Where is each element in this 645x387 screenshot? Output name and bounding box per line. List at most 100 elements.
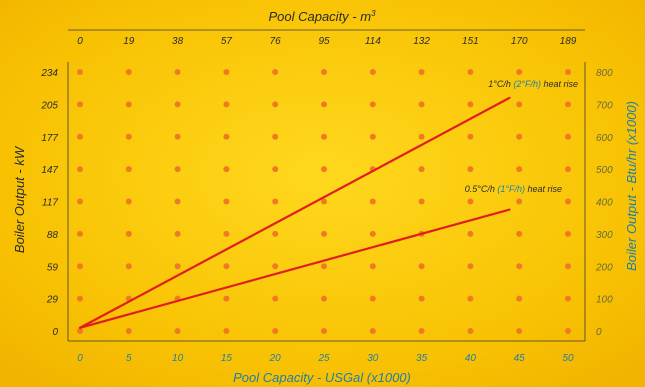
right-tick-label: 300 — [596, 230, 613, 241]
grid-dot — [125, 263, 132, 270]
grid-dot — [516, 166, 523, 173]
grid-dot — [77, 101, 83, 108]
bottom-axis-title: Pool Capacity - USGal (x1000) — [233, 370, 411, 385]
left-axis-title: Boiler Output - kW — [12, 145, 27, 253]
grid-dot — [223, 328, 230, 334]
right-tick-label: 700 — [596, 100, 613, 111]
grid-dot — [467, 295, 474, 302]
top-axis-title: Pool Capacity - m3 — [268, 9, 376, 24]
grid-dot — [223, 69, 230, 75]
grid-dot — [272, 230, 279, 237]
grid-dot — [125, 230, 132, 237]
left-tick-label: 29 — [46, 295, 59, 306]
grid-dot — [321, 230, 327, 237]
top-tick-label: 0 — [77, 36, 83, 47]
dot-grid — [77, 69, 571, 334]
top-tick-label: 132 — [413, 36, 430, 47]
grid-dot — [467, 198, 474, 205]
grid-dot — [467, 101, 474, 108]
grid-dot — [174, 198, 181, 205]
grid-dot — [516, 230, 523, 237]
grid-dot — [369, 328, 376, 334]
grid-dot — [272, 69, 279, 75]
grid-dot — [223, 101, 230, 108]
grid-dot — [272, 295, 279, 302]
grid-dot — [321, 101, 327, 108]
grid-dot — [565, 230, 571, 237]
bottom-tick-label: 30 — [367, 353, 379, 364]
series-1-annotation: 1°C/h (2°F/h) heat rise — [488, 79, 578, 89]
grid-dot — [223, 230, 230, 237]
grid-dot — [369, 101, 376, 108]
left-tick-label: 88 — [47, 230, 59, 241]
grid-dot — [77, 328, 83, 334]
left-tick-labels: 0 29 59 88 117 147 177 205 234 — [40, 68, 58, 338]
bottom-tick-labels: 0 5 10 15 20 25 30 35 40 45 50 — [77, 353, 574, 364]
grid-dot — [467, 69, 474, 75]
grid-dot — [516, 328, 523, 334]
right-tick-label: 100 — [596, 295, 613, 306]
top-tick-labels: 0 19 38 57 76 95 114 132 151 170 189 — [77, 36, 577, 47]
grid-dot — [174, 166, 181, 173]
grid-dot — [77, 69, 83, 75]
bottom-tick-label: 15 — [221, 353, 233, 364]
grid-dot — [321, 263, 327, 270]
right-axis-title: Boiler Output - Btu/hr (x1000) — [624, 101, 639, 271]
series-line-2 — [78, 208, 511, 329]
grid-dot — [369, 230, 376, 237]
top-tick-label: 38 — [172, 36, 184, 47]
grid-dot — [516, 295, 523, 302]
grid-dot — [516, 198, 523, 205]
grid-dot — [77, 263, 83, 270]
grid-dot — [467, 328, 474, 334]
left-tick-label: 234 — [40, 68, 58, 79]
grid-dot — [174, 133, 181, 140]
grid-dot — [565, 166, 571, 173]
left-tick-label: 205 — [40, 100, 58, 111]
grid-dot — [418, 133, 425, 140]
top-tick-label: 189 — [560, 36, 577, 47]
left-tick-label: 59 — [47, 262, 59, 273]
right-tick-label: 800 — [596, 68, 613, 79]
grid-dot — [467, 133, 474, 140]
grid-dot — [418, 198, 425, 205]
grid-dot — [174, 69, 181, 75]
left-tick-label: 0 — [52, 327, 58, 338]
right-tick-label: 600 — [596, 133, 613, 144]
grid-dot — [223, 166, 230, 173]
grid-dot — [125, 101, 132, 108]
grid-dot — [516, 101, 523, 108]
grid-dot — [321, 295, 327, 302]
left-tick-label: 147 — [41, 165, 58, 176]
top-tick-label: 19 — [123, 36, 135, 47]
grid-dot — [321, 69, 327, 75]
series-line-1 — [78, 96, 511, 329]
bottom-tick-label: 20 — [269, 353, 282, 364]
series-lines — [78, 96, 511, 329]
grid-dot — [77, 198, 83, 205]
grid-dot — [174, 328, 181, 334]
top-tick-label: 151 — [462, 36, 479, 47]
grid-dot — [174, 263, 181, 270]
right-tick-label: 0 — [596, 327, 602, 338]
grid-dot — [125, 69, 132, 75]
grid-dot — [174, 101, 181, 108]
bottom-tick-label: 10 — [172, 353, 184, 364]
grid-dot — [418, 328, 425, 334]
grid-dot — [223, 133, 230, 140]
grid-dot — [565, 295, 571, 302]
top-tick-label: 76 — [270, 36, 282, 47]
grid-dot — [125, 133, 132, 140]
grid-dot — [565, 133, 571, 140]
superscript-3: 3 — [371, 9, 376, 18]
grid-dot — [369, 133, 376, 140]
bottom-tick-label: 45 — [514, 353, 526, 364]
grid-dot — [565, 263, 571, 270]
grid-dot — [77, 230, 83, 237]
grid-dot — [418, 69, 425, 75]
grid-dot — [516, 69, 523, 75]
right-tick-labels: 0 100 200 300 400 500 600 700 800 — [595, 68, 613, 338]
bottom-tick-label: 40 — [465, 353, 477, 364]
grid-dot — [369, 295, 376, 302]
